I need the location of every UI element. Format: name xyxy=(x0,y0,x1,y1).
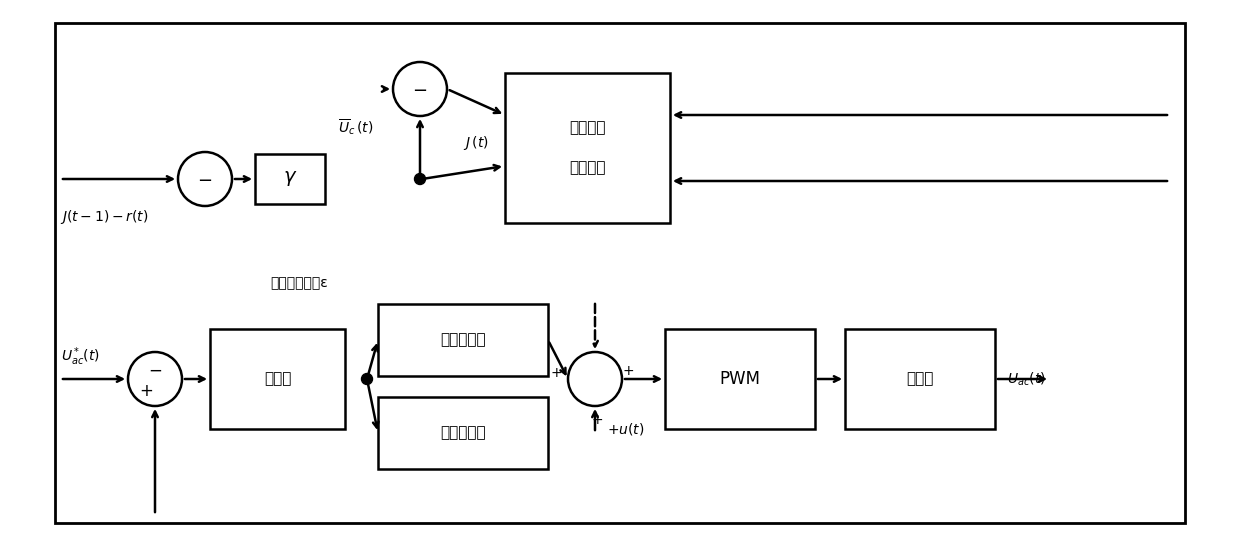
Text: $+$: $+$ xyxy=(549,366,562,380)
Circle shape xyxy=(414,174,425,185)
Text: $+$: $+$ xyxy=(139,382,153,400)
Circle shape xyxy=(362,374,372,385)
Bar xyxy=(255,154,325,204)
Text: $J(t-1)-r(t)$: $J(t-1)-r(t)$ xyxy=(60,208,149,226)
Circle shape xyxy=(128,352,182,406)
Text: $+$: $+$ xyxy=(622,364,634,378)
Circle shape xyxy=(568,352,622,406)
Bar xyxy=(505,73,670,223)
Text: $-$: $-$ xyxy=(197,170,212,188)
Text: $\overline{U}_c\,(t)$: $\overline{U}_c\,(t)$ xyxy=(339,117,373,137)
Text: 线性补偿项: 线性补偿项 xyxy=(440,425,486,440)
Text: $J\,(t)$: $J\,(t)$ xyxy=(463,134,489,152)
Text: $+ u(t)$: $+ u(t)$ xyxy=(608,421,645,437)
Bar xyxy=(665,329,815,429)
Bar xyxy=(844,329,994,429)
Text: $U^*_{ac}(t)$: $U^*_{ac}(t)$ xyxy=(61,345,100,368)
Text: $-$: $-$ xyxy=(413,80,428,98)
Text: 滑模面: 滑模面 xyxy=(264,371,291,386)
Bar xyxy=(210,329,345,429)
Bar xyxy=(378,397,548,469)
Text: 滑模控制项: 滑模控制项 xyxy=(440,332,486,348)
Circle shape xyxy=(393,62,446,116)
Text: $\gamma$: $\gamma$ xyxy=(283,170,298,188)
Text: $U_{ac}(t)$: $U_{ac}(t)$ xyxy=(1007,370,1045,388)
Text: 调整滑模参数ε: 调整滑模参数ε xyxy=(270,276,327,290)
Bar xyxy=(130,36,660,301)
Circle shape xyxy=(179,152,232,206)
Text: $-$: $-$ xyxy=(148,361,162,379)
Text: 强化学习: 强化学习 xyxy=(569,121,606,136)
Bar xyxy=(378,304,548,376)
Text: PWM: PWM xyxy=(719,370,760,388)
Text: 逃变器: 逃变器 xyxy=(906,371,934,386)
Text: $+$: $+$ xyxy=(591,413,603,427)
Text: 评价网络: 评价网络 xyxy=(569,160,606,176)
